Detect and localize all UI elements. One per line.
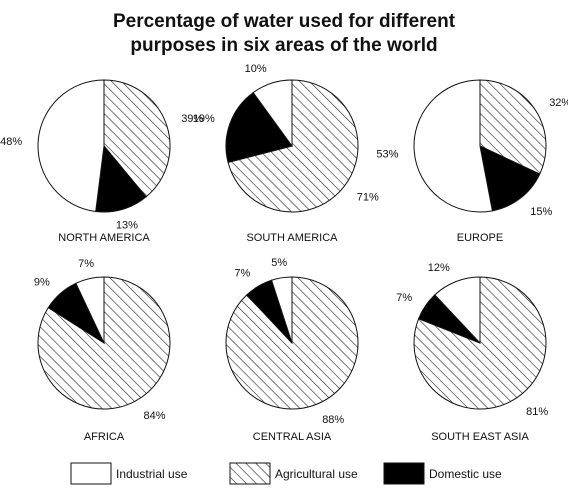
south-east-asia-domestic-use-label: 7% <box>396 292 412 304</box>
africa-region-label: AFRICA <box>84 431 125 443</box>
central-asia-region-label: CENTRAL ASIA <box>253 431 332 443</box>
south-america-agricultural-use-label: 71% <box>357 191 379 203</box>
europe-industrial-use-slice <box>413 79 493 213</box>
europe-industrial-use-label: 53% <box>376 149 398 161</box>
north-america-region-label: NORTH AMERICA <box>58 232 150 244</box>
south-america-industrial-use-label: 10% <box>245 63 267 75</box>
north-america-domestic-use-label: 13% <box>116 220 138 232</box>
south-east-asia-region-label: SOUTH EAST ASIA <box>431 431 529 443</box>
south-america-region-label: SOUTH AMERICA <box>246 232 338 244</box>
central-asia-agricultural-use-label: 88% <box>322 414 344 426</box>
legend-label-industrial-use: Industrial use <box>116 467 188 481</box>
north-america-agricultural-use-slice <box>103 79 171 198</box>
europe-domestic-use-label: 15% <box>530 206 552 218</box>
south-america-domestic-use-label: 19% <box>193 113 215 125</box>
central-asia-domestic-use-label: 7% <box>234 267 250 279</box>
europe-region-label: EUROPE <box>457 232 503 244</box>
africa-domestic-use-label: 9% <box>34 277 50 289</box>
north-america-industrial-use-slice <box>37 79 105 213</box>
legend-swatch-agricultural-use <box>229 462 271 485</box>
europe-agricultural-use-label: 32% <box>549 97 568 109</box>
africa-agricultural-use-label: 84% <box>144 410 166 422</box>
chart-title-line-1: Percentage of water used for different <box>112 11 456 32</box>
south-america-agricultural-use-slice <box>227 79 359 213</box>
south-east-asia-industrial-use-label: 12% <box>428 262 450 274</box>
north-america-industrial-use-label: 48% <box>0 136 22 148</box>
central-asia-industrial-use-label: 5% <box>271 257 287 269</box>
south-east-asia-agricultural-use-label: 81% <box>526 406 548 418</box>
chart-title-line-2: purposes in six areas of the world <box>130 35 438 56</box>
south-america-industrial-use-slice <box>252 79 293 148</box>
south-east-asia-industrial-use-slice <box>434 276 481 345</box>
north-america-agricultural-use-label: 39% <box>181 113 203 125</box>
central-asia-industrial-use-slice <box>270 276 293 344</box>
europe-domestic-use-slice <box>479 145 541 212</box>
legend-swatch-domestic-use <box>383 462 425 485</box>
europe-agricultural-use-slice <box>479 79 547 175</box>
legend-label-domestic-use: Domestic use <box>429 467 502 481</box>
chart-title: Percentage of water used for different p… <box>0 10 568 58</box>
legend-label-agricultural-use: Agricultural use <box>275 467 358 481</box>
legend-swatch-industrial-use <box>70 462 112 485</box>
africa-industrial-use-slice <box>75 276 105 344</box>
south-america-domestic-use-slice <box>225 91 293 164</box>
africa-industrial-use-label: 7% <box>78 258 94 270</box>
